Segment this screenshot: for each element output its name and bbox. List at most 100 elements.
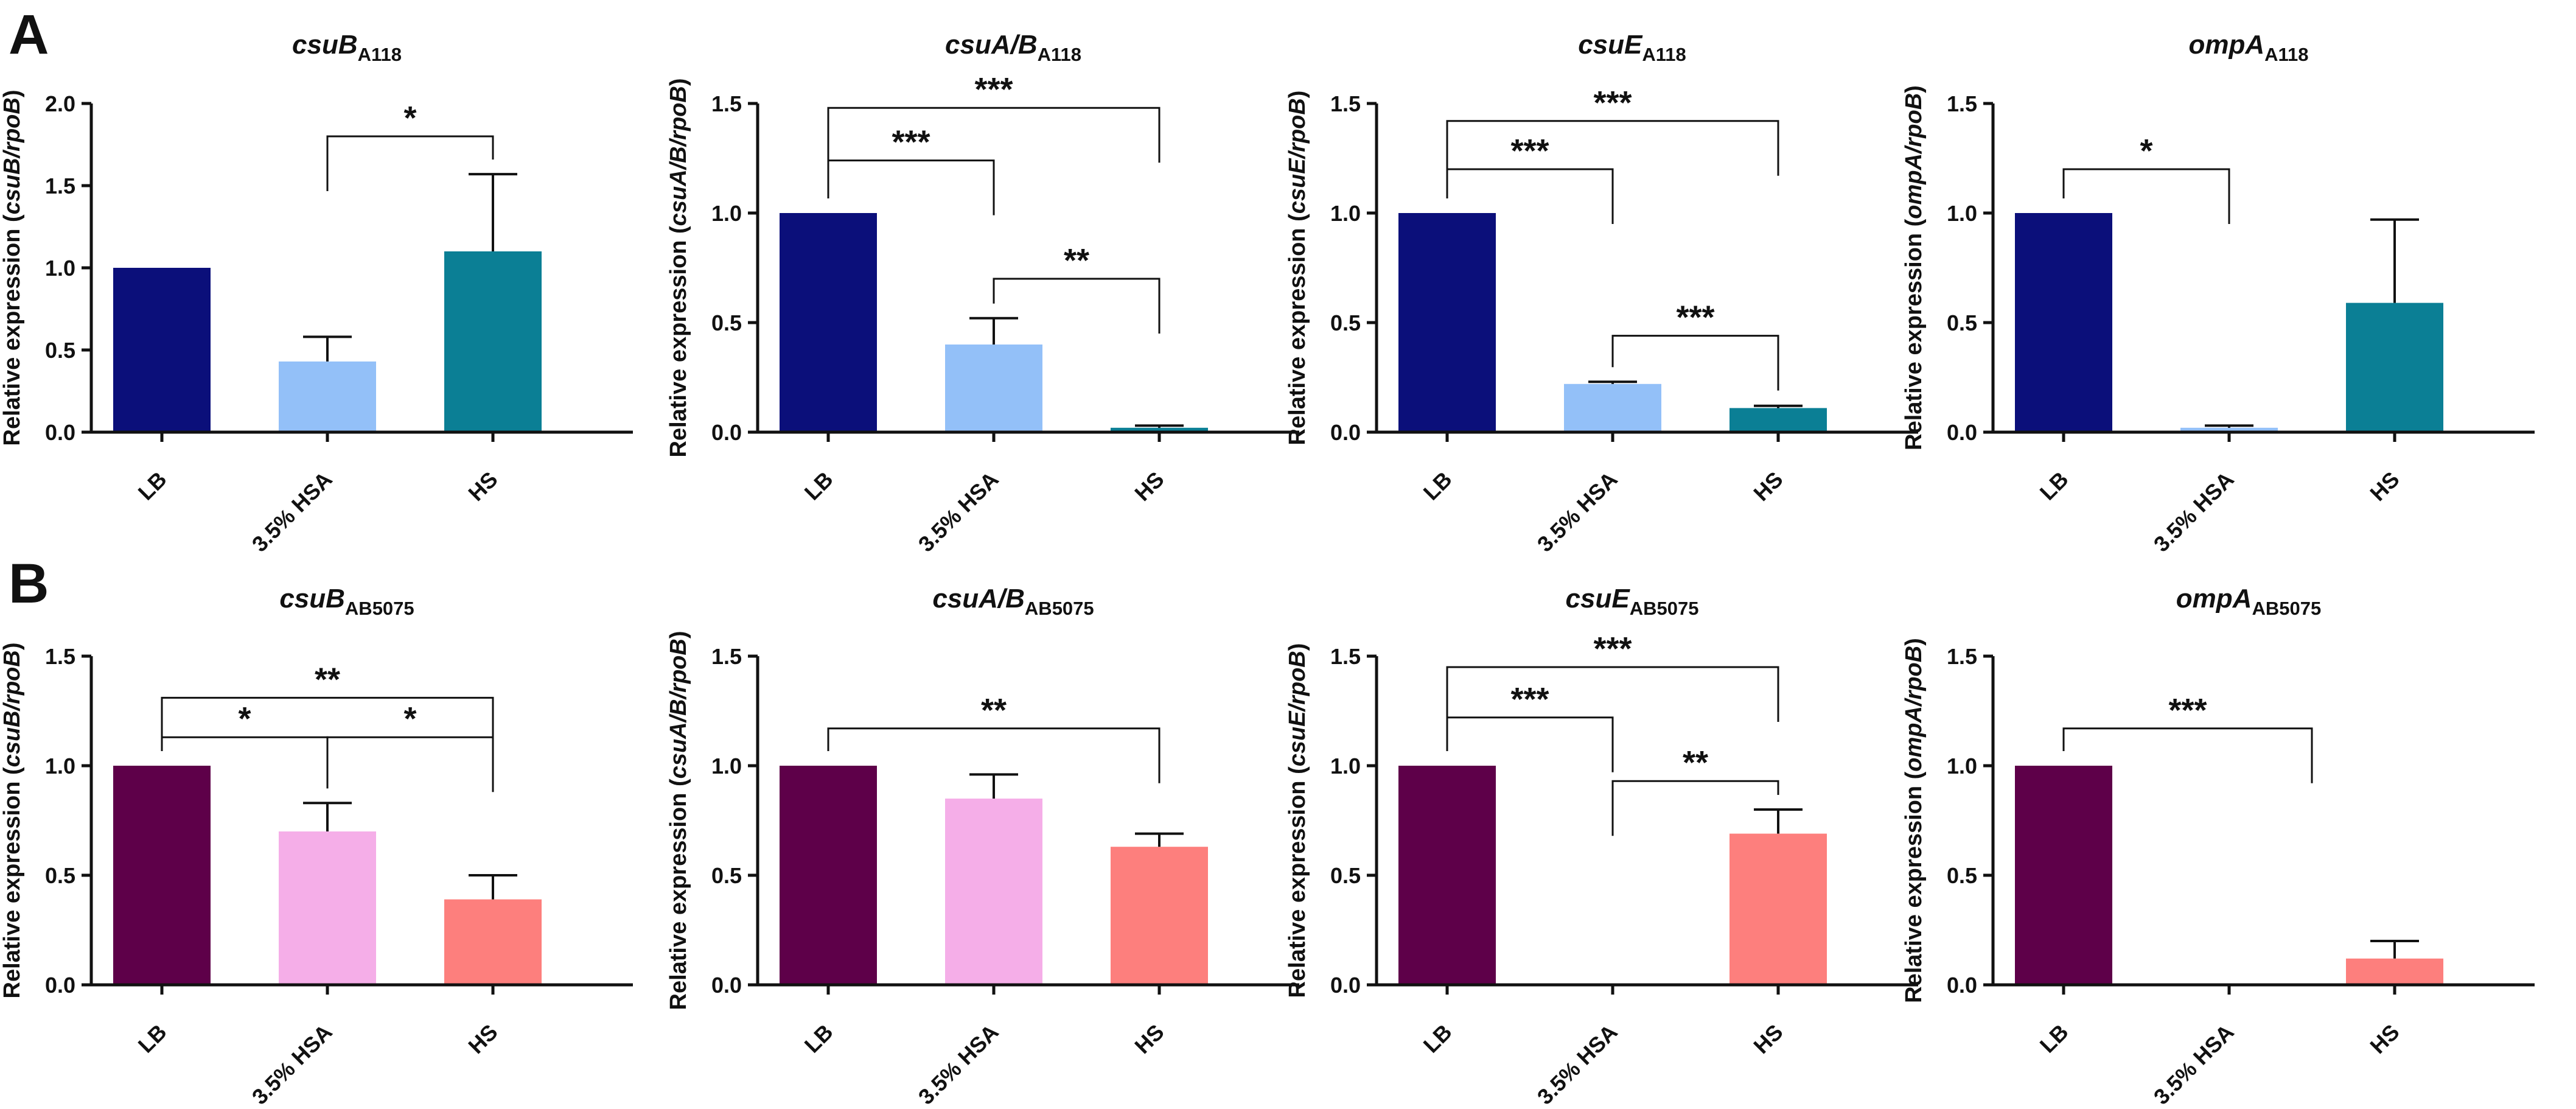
y-tick-label: 2.0: [45, 91, 75, 116]
y-tick-label: 1.0: [45, 754, 75, 778]
significance-bracket: [326, 135, 494, 191]
bar-lb: [780, 766, 877, 985]
significance-bracket: [827, 107, 1161, 163]
y-tick-label: 0.5: [1947, 863, 1977, 888]
y-tick-label: 1.5: [1330, 91, 1361, 116]
x-tick-label: LB: [2035, 1020, 2073, 1058]
bar-lb: [1398, 213, 1496, 432]
title-strain: AB5075: [1630, 598, 1699, 619]
y-axis-label: Relative expression (csuA/B/rpoB): [666, 631, 691, 1010]
significance-label: ***: [892, 124, 930, 161]
x-tick-label: HS: [463, 467, 502, 506]
y-tick-label: 1.5: [45, 644, 75, 669]
y-tick-label: 0.0: [1947, 973, 1977, 998]
significance-label: ***: [1593, 631, 1632, 667]
y-axis-label: Relative expression (ompA/rpoB): [1901, 85, 1927, 450]
title-gene: ompA: [2176, 584, 2252, 614]
x-tick-label: LB: [133, 1020, 172, 1058]
y-label-prefix: Relative expression (: [1901, 219, 1927, 450]
y-axis-label: Relative expression (ompA/rpoB): [1901, 638, 1927, 1003]
significance-label: ***: [974, 71, 1013, 108]
significance-label: **: [981, 692, 1007, 729]
y-label-prefix: Relative expression (: [666, 226, 691, 458]
chart-title: ompAA118: [2188, 30, 2308, 65]
chart-title: csuA/BAB5075: [932, 584, 1094, 619]
significance-bracket: [1446, 168, 1614, 224]
y-label-prefix: Relative expression (: [1285, 766, 1310, 998]
y-label-suffix: ): [1285, 643, 1310, 651]
significance-bracket: [993, 278, 1161, 334]
y-tick-label: 1.5: [1947, 644, 1977, 669]
x-tick-label: HS: [1748, 467, 1787, 506]
y-tick-label: 1.5: [1947, 91, 1977, 116]
x-tick-label: 3.5% HSA: [247, 467, 337, 557]
x-tick-label: HS: [463, 1020, 502, 1058]
title-strain: A118: [358, 44, 402, 65]
y-tick-label: 1.0: [1947, 754, 1977, 778]
y-tick-label: 0.0: [45, 420, 75, 445]
significance-label: **: [315, 661, 340, 698]
y-tick-label: 1.0: [45, 256, 75, 281]
significance-label: *: [403, 100, 416, 136]
y-tick-label: 0.0: [1947, 420, 1977, 445]
y-tick-label: 0.0: [1330, 420, 1361, 445]
bar-hs: [444, 251, 542, 432]
significance-bracket: [2062, 727, 2313, 783]
significance-label: *: [238, 701, 251, 737]
y-tick-label: 0.0: [711, 420, 742, 445]
significance-label: ***: [2168, 692, 2207, 729]
y-label-suffix: ): [1285, 91, 1310, 99]
significance-label: ***: [1510, 133, 1549, 169]
bar-3-5-hsa: [945, 799, 1042, 985]
y-label-prefix: Relative expression (: [0, 214, 25, 446]
y-label-prefix: Relative expression (: [1285, 214, 1310, 446]
chart-title: csuEA118: [1578, 30, 1686, 65]
bar-3-5-hsa: [2180, 427, 2278, 432]
y-label-ratio: csuE/rpoB: [1285, 651, 1310, 766]
significance-label: ***: [1676, 299, 1714, 336]
bar-hs: [2346, 958, 2443, 985]
y-tick-label: 0.5: [1330, 310, 1361, 335]
title-gene: csuB: [292, 30, 358, 60]
chart-panel-7: csuEAB5075 Relative expression (csuE/rpoB…: [1285, 584, 1918, 1109]
chart-title: csuEAB5075: [1566, 584, 1699, 619]
significance-bracket: [161, 696, 494, 753]
y-tick-label: 1.0: [711, 201, 742, 226]
bar-lb: [2015, 766, 2112, 985]
bar-hs: [2346, 303, 2443, 432]
y-label-ratio: csuB/rpoB: [0, 97, 25, 214]
bar-lb: [1398, 766, 1496, 985]
title-strain: AB5075: [345, 598, 414, 619]
title-gene: ompA: [2188, 30, 2264, 60]
x-tick-label: 3.5% HSA: [1532, 1020, 1622, 1109]
y-tick-label: 1.0: [1947, 201, 1977, 226]
x-tick-label: 3.5% HSA: [247, 1020, 337, 1109]
y-label-ratio: csuE/rpoB: [1285, 98, 1310, 214]
x-tick-label: HS: [1748, 1020, 1787, 1058]
y-label-ratio: ompA/rpoB: [1901, 93, 1927, 219]
y-label-suffix: ): [1901, 638, 1927, 646]
significance-bracket: [1611, 335, 1779, 391]
y-label-ratio: csuA/B/rpoB: [666, 86, 691, 226]
y-axis-label: Relative expression (csuE/rpoB): [1285, 91, 1310, 446]
x-tick-label: LB: [800, 467, 838, 505]
title-gene: csuA/B: [932, 584, 1025, 614]
y-tick-label: 1.5: [711, 91, 742, 116]
y-tick-label: 0.5: [1947, 310, 1977, 335]
x-tick-label: HS: [1129, 1020, 1168, 1058]
chart-title: ompAAB5075: [2176, 584, 2321, 619]
x-tick-label: HS: [2365, 1020, 2404, 1058]
significance-label: ***: [1593, 85, 1632, 121]
chart-panel-8: ompAAB5075 Relative expression (ompA/rpoB…: [1901, 584, 2535, 1109]
panel-label: A: [9, 4, 49, 66]
y-tick-label: 1.0: [711, 754, 742, 778]
y-label-suffix: ): [666, 631, 691, 639]
chart-title: csuA/BA118: [945, 30, 1081, 65]
significance-bracket: [1446, 666, 1779, 722]
y-tick-label: 0.0: [1330, 973, 1361, 998]
bar-lb: [2015, 213, 2112, 432]
y-axis-label: Relative expression (csuB/rpoB): [0, 90, 25, 446]
title-gene: csuA/B: [945, 30, 1038, 60]
chart-panel-3: csuEA118 Relative expression (csuE/rpoB) 0…: [1285, 30, 1918, 557]
